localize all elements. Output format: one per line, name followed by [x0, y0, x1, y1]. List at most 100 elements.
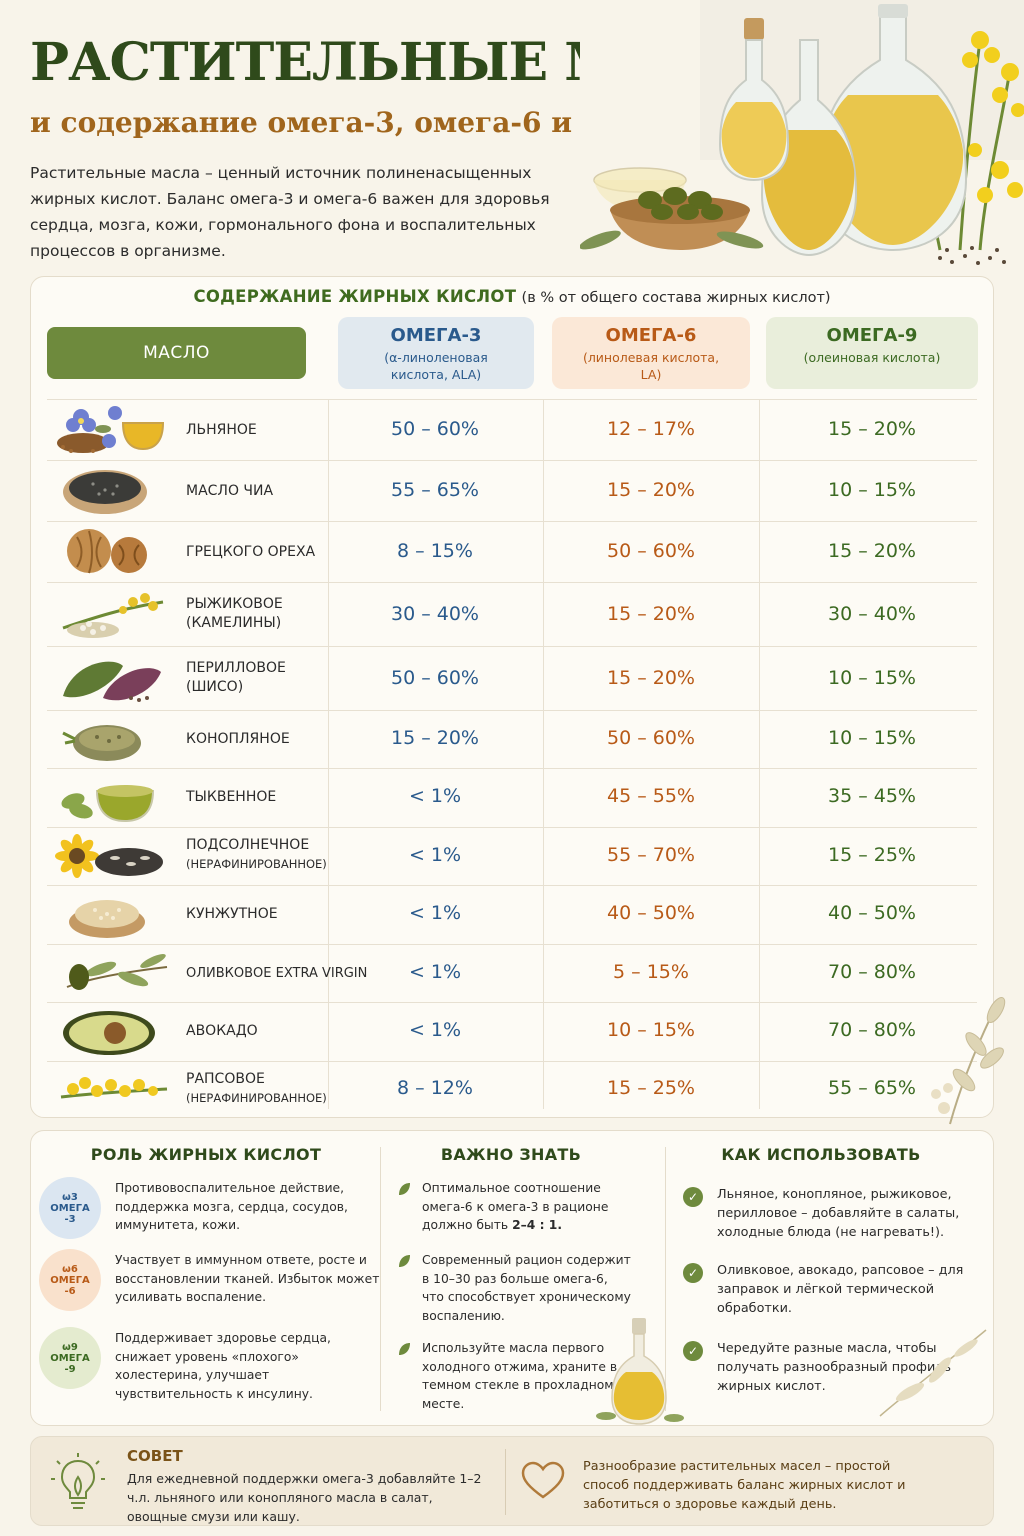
table-row: АВОКАДО < 1% 10 – 15% 70 – 80% — [47, 1002, 977, 1061]
badge-number: -3 — [64, 1213, 76, 1225]
roles-title: РОЛЬ ЖИРНЫХ КИСЛОТ — [90, 1145, 322, 1164]
rapeseed-flower-icon — [60, 1077, 168, 1099]
important-text: Оптимальное соотношение омега-6 к омега-… — [422, 1179, 632, 1235]
oil-name: ПОДСОЛНЕЧНОЕ (НЕРАФИНИРОВАННОЕ) — [186, 836, 327, 874]
advice-text: Для ежедневной поддержки омега-3 добавля… — [127, 1471, 482, 1524]
badge-symbol: ω6 — [62, 1263, 78, 1275]
table-caption: СОДЕРЖАНИЕ ЖИРНЫХ КИСЛОТ (в % от общего … — [31, 287, 993, 306]
column-header-oil: МАСЛО — [47, 327, 306, 379]
omega9-value: 15 – 25% — [828, 844, 916, 866]
omega6-badge-icon: ω6 ОМЕГА -6 — [39, 1249, 101, 1311]
omega9-title: ОМЕГА-9 — [826, 325, 918, 346]
oil-name-main: ОЛИВКОВОЕ EXTRA VIRGIN — [186, 966, 368, 981]
oil-name-main: АВОКАДО — [186, 1023, 258, 1039]
oil-name-main: ГРЕЦКОГО ОРЕХА — [186, 544, 316, 560]
advice-footer: СОВЕТ Для ежедневной поддержки омега-3 д… — [30, 1436, 994, 1526]
omega9-subtitle: (олеиновая кислота) — [803, 350, 941, 365]
oil-name-note: (КАМЕЛИНЫ) — [186, 615, 282, 631]
omega3-value: 50 – 60% — [391, 667, 479, 689]
oil-name: ТЫКВЕННОЕ — [186, 788, 276, 807]
table-row: ПОДСОЛНЕЧНОЕ (НЕРАФИНИРОВАННОЕ) < 1% 55 … — [47, 827, 977, 885]
omega3-value: < 1% — [408, 1019, 462, 1041]
omega6-value: 10 – 15% — [607, 1019, 695, 1041]
badge-label: ОМЕГА — [50, 1274, 90, 1286]
oil-name-main: РАПСОВОЕ — [186, 1071, 265, 1087]
badge-number: -9 — [64, 1363, 76, 1375]
omega6-value: 50 – 60% — [607, 727, 695, 749]
omega9-value: 40 – 50% — [828, 902, 916, 924]
role-text: Поддерживает здоровье сердца, снижает ур… — [115, 1331, 331, 1401]
fatty-acids-table: СОДЕРЖАНИЕ ЖИРНЫХ КИСЛОТ (в % от общего … — [30, 276, 994, 1118]
badge-symbol: ω3 — [62, 1191, 78, 1203]
important-title: ВАЖНО ЗНАТЬ — [440, 1145, 582, 1164]
table-row: РАПСОВОЕ (НЕРАФИНИРОВАННОЕ) 8 – 12% 15 –… — [47, 1061, 977, 1117]
oil-name: КОНОПЛЯНОЕ — [186, 730, 290, 749]
column-divider — [328, 399, 329, 1109]
omega3-value: 50 – 60% — [391, 418, 479, 440]
column-header-omega3: ОМЕГА-3 (α-линоленовая кислота, ALA) — [338, 317, 534, 389]
omega6-title: ОМЕГА-6 — [605, 325, 697, 346]
omega6-value: 50 – 60% — [607, 540, 695, 562]
check-icon: ✓ — [683, 1263, 703, 1283]
omega3-value: 15 – 20% — [391, 727, 479, 749]
omega3-value: 30 – 40% — [391, 603, 479, 625]
oil-name-note: (НЕРАФИНИРОВАННОЕ) — [186, 1091, 327, 1105]
important-text-main: Оптимальное соотношение омега-6 к омега-… — [422, 1181, 609, 1232]
table-row: МАСЛО ЧИА 55 – 65% 15 – 20% 10 – 15% — [47, 460, 977, 521]
omega3-value: < 1% — [408, 902, 462, 924]
omega9-value: 10 – 15% — [828, 479, 916, 501]
oil-name-note: (ШИСО) — [186, 679, 244, 695]
omega9-value: 30 – 40% — [828, 603, 916, 625]
usage-text: Оливковое, авокадо, рапсовое – для запра… — [717, 1263, 964, 1316]
decorative-olive-branch-icon — [879, 1329, 987, 1417]
table-row: ПЕРИЛЛОВОЕ (ШИСО) 50 – 60% 15 – 20% 10 –… — [47, 646, 977, 710]
badge-number: -6 — [64, 1285, 76, 1297]
omega6-value: 40 – 50% — [607, 902, 695, 924]
omega6-value: 5 – 15% — [613, 961, 689, 983]
check-icon: ✓ — [683, 1187, 703, 1207]
footer-divider — [505, 1449, 506, 1515]
table-row: РЫЖИКОВОЕ (КАМЕЛИНЫ) 30 – 40% 15 – 20% 3… — [47, 582, 977, 646]
oil-name: ГРЕЦКОГО ОРЕХА — [186, 543, 315, 562]
olive-icon — [66, 954, 168, 990]
flax-seeds-icon — [57, 406, 165, 453]
important-text: Используйте масла первого холодного отжи… — [422, 1341, 618, 1411]
oil-name-main: ПЕРИЛЛОВОЕ — [186, 660, 286, 676]
oil-name-main: КУНЖУТНОЕ — [186, 906, 278, 922]
decorative-sprig-icon — [931, 997, 1006, 1125]
table-caption-main: СОДЕРЖАНИЕ ЖИРНЫХ КИСЛОТ — [193, 287, 517, 306]
important-text-ratio: 2–4 : 1. — [512, 1218, 563, 1232]
oil-name: ПЕРИЛЛОВОЕ (ШИСО) — [186, 659, 286, 697]
omega3-value: 55 – 65% — [391, 479, 479, 501]
camelina-icon — [62, 593, 164, 638]
check-icon: ✓ — [683, 1341, 703, 1361]
omega9-value: 35 – 45% — [828, 785, 916, 807]
omega3-title: ОМЕГА-3 — [390, 325, 482, 346]
oil-name: КУНЖУТНОЕ — [186, 905, 278, 924]
omega6-value: 12 – 17% — [607, 418, 695, 440]
omega6-value: 45 – 55% — [607, 785, 695, 807]
oil-name-main: ПОДСОЛНЕЧНОЕ — [186, 837, 310, 853]
omega6-subtitle: (линолевая кислота, LA) — [582, 350, 720, 382]
oil-name: ЛЬНЯНОЕ — [186, 421, 257, 440]
oil-name-main: РЫЖИКОВОЕ — [186, 596, 283, 612]
omega9-value: 55 – 65% — [828, 1077, 916, 1099]
omega6-value: 15 – 20% — [607, 603, 695, 625]
oil-name: АВОКАДО — [186, 1022, 258, 1041]
omega3-value: < 1% — [408, 844, 462, 866]
badge-label: ОМЕГА — [50, 1352, 90, 1364]
omega6-value: 55 – 70% — [607, 844, 695, 866]
oil-name-main: МАСЛО ЧИА — [186, 483, 274, 499]
column-header-omega9: ОМЕГА-9 (олеиновая кислота) — [766, 317, 978, 389]
sesame-icon — [69, 900, 145, 938]
badge-label: ОМЕГА — [50, 1202, 90, 1214]
table-row: ГРЕЦКОГО ОРЕХА 8 – 15% 50 – 60% 15 – 20% — [47, 521, 977, 582]
omega9-value: 15 – 20% — [828, 418, 916, 440]
omega3-value: < 1% — [408, 961, 462, 983]
oil-name: РАПСОВОЕ (НЕРАФИНИРОВАННОЕ) — [186, 1070, 327, 1108]
oil-name-main: ЛЬНЯНОЕ — [186, 422, 257, 438]
omega6-value: 15 – 25% — [607, 1077, 695, 1099]
omega6-value: 15 – 20% — [607, 479, 695, 501]
omega3-value: 8 – 15% — [397, 540, 473, 562]
